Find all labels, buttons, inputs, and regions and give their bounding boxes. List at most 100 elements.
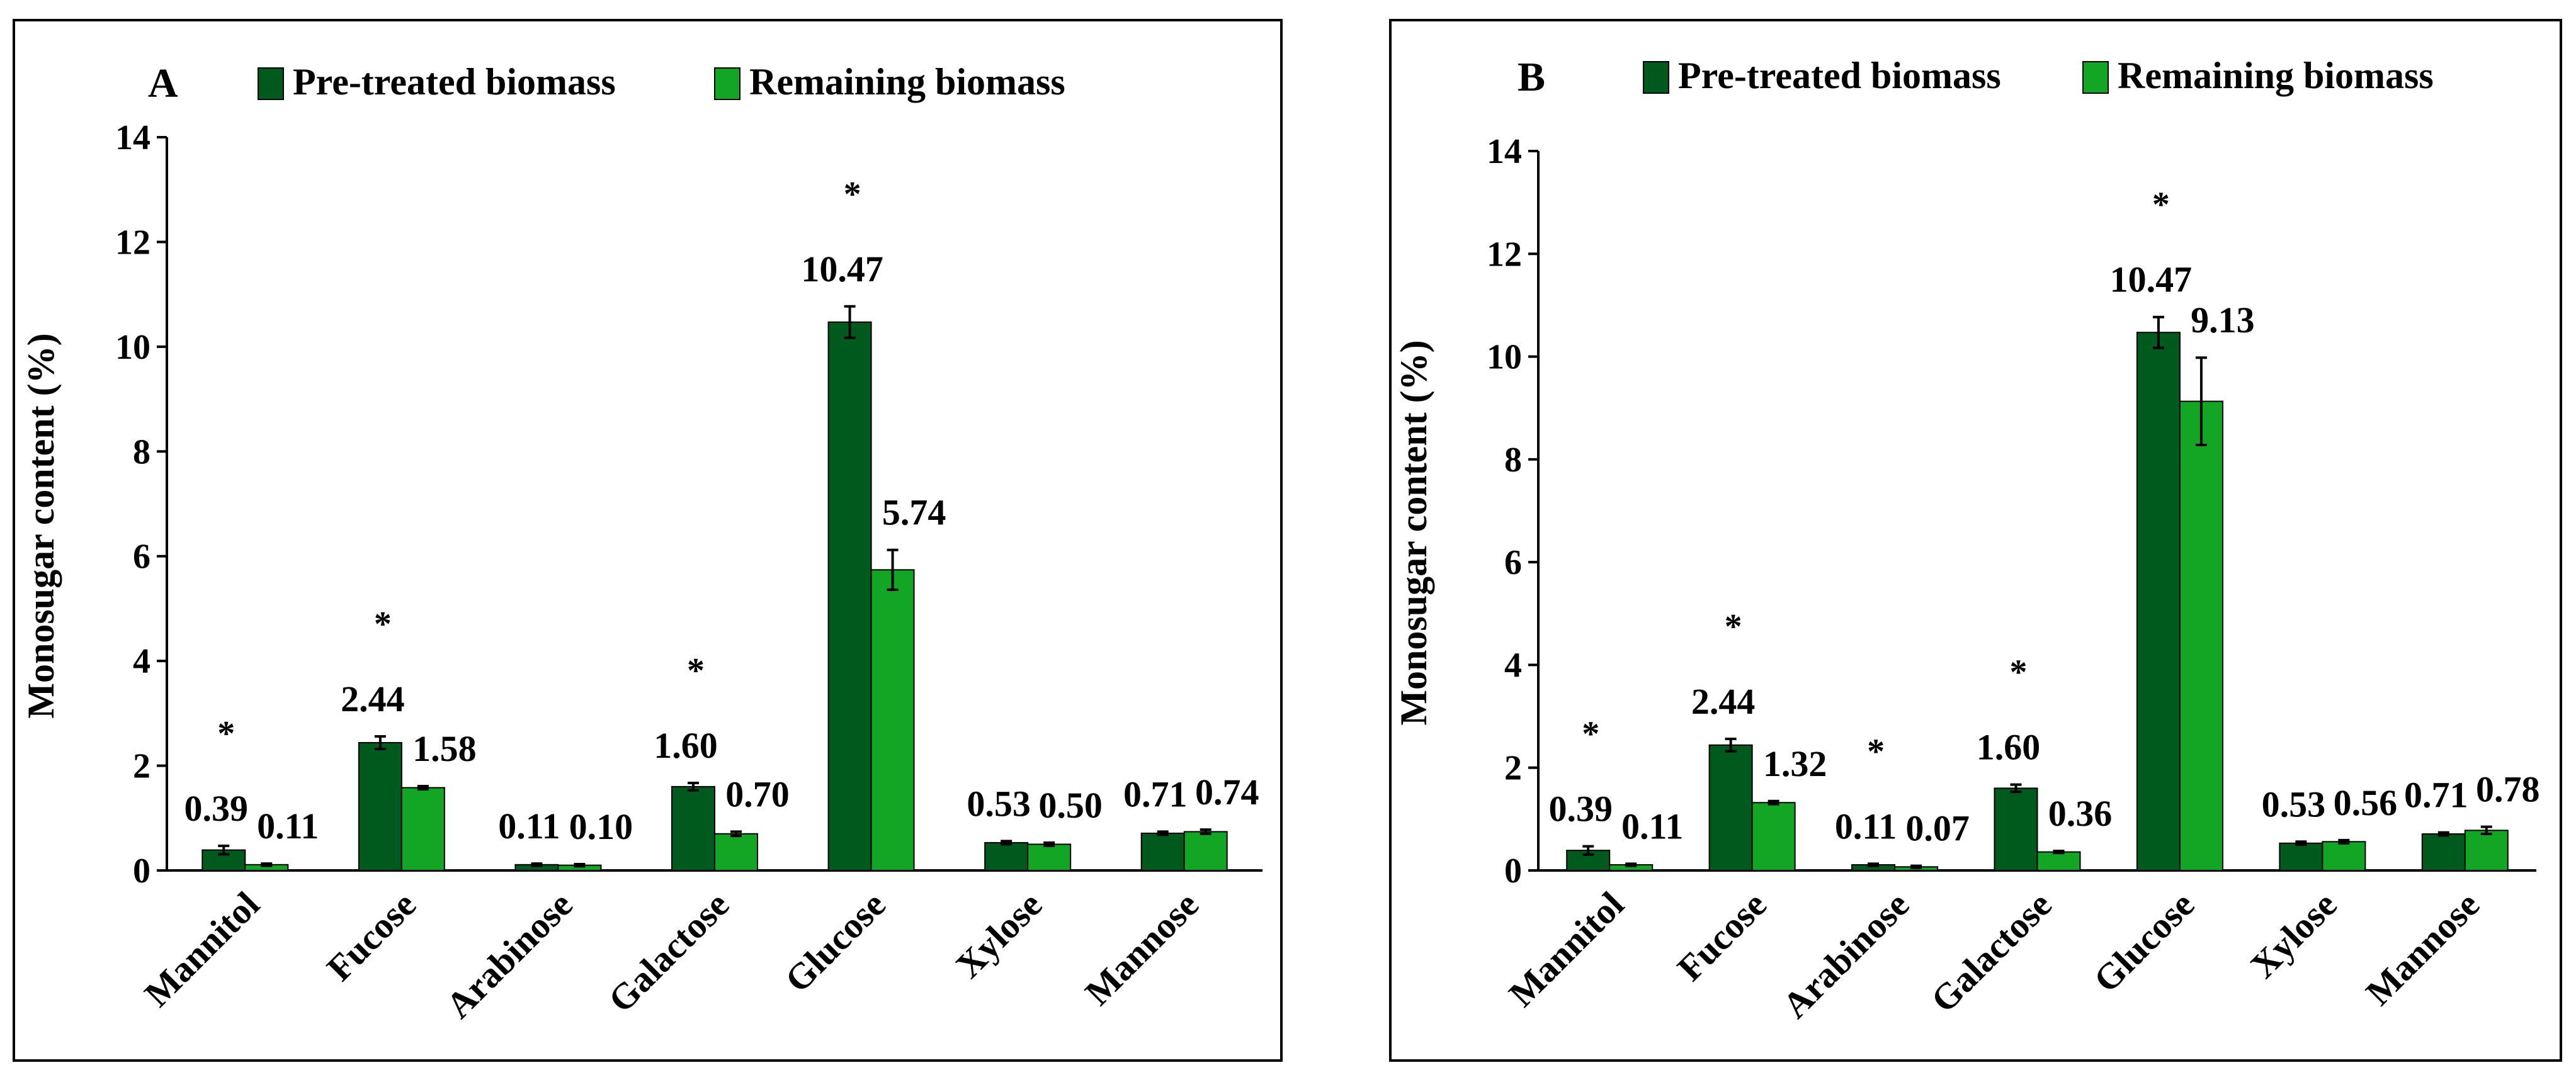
legend-label: Pre-treated biomass (293, 61, 616, 103)
y-tick-label: 0 (1504, 852, 1522, 891)
significance-marker: * (1725, 607, 1742, 646)
bar-pretreated-fucose (358, 741, 402, 872)
data-label: 0.78 (2476, 769, 2540, 810)
data-label: 0.39 (1548, 789, 1613, 830)
data-label: 0.11 (1835, 806, 1897, 847)
bar-pretreated-xylose (984, 842, 1029, 872)
category-group-mannitol: 0.39 0.11 * Mannitol (137, 714, 319, 1015)
data-label: 0.74 (1195, 772, 1259, 813)
data-label: 2.44 (341, 678, 405, 719)
data-label: 0.53 (967, 783, 1031, 824)
y-tick-label: 10 (1487, 338, 1522, 377)
significance-marker: * (217, 714, 235, 753)
data-label: 1.60 (654, 725, 718, 766)
data-label: 0.11 (498, 806, 560, 847)
data-label: 0.71 (1123, 774, 1188, 814)
significance-marker: * (2010, 653, 2028, 692)
data-label: 1.60 (1977, 727, 2041, 768)
data-label: 9.13 (2191, 300, 2255, 341)
y-tick-label: 12 (1487, 235, 1522, 274)
x-tick-label: Fucose (319, 884, 424, 989)
data-label: 0.36 (2048, 793, 2113, 834)
bar-remaining-galactose (714, 833, 758, 871)
significance-marker: * (1582, 715, 1599, 754)
data-label: 0.39 (184, 788, 249, 829)
chart-panel-a: 0 2 4 6 8 10 12 14 Monosugar content (%) A Pre-tre… (13, 19, 1283, 1062)
panel-label: B (1518, 54, 1545, 100)
y-tick-label: 2 (133, 747, 150, 786)
x-tick-label: Fucose (1669, 884, 1774, 989)
data-label: 1.32 (1763, 743, 1827, 784)
bar-pretreated-xylose (2279, 842, 2324, 871)
bar-remaining-xylose (1027, 843, 1072, 871)
y-tick-label: 8 (133, 432, 150, 471)
y-tick-label: 6 (1504, 543, 1522, 582)
y-tick-label: 14 (1487, 132, 1522, 171)
y-tick-label: 6 (133, 538, 150, 577)
y-tick-label: 14 (115, 118, 150, 157)
category-group-xylose: 0.53 0.56 Xylose (2242, 782, 2397, 986)
y-tick-label: 2 (1504, 749, 1522, 788)
category-group-glucose: 10.479.13 * Glucose (2085, 186, 2254, 1000)
data-label: 0.50 (1038, 785, 1103, 826)
y-tick-label: 8 (1504, 441, 1522, 480)
y-tick-label: 10 (115, 328, 150, 367)
legend-swatch (2082, 61, 2109, 94)
x-tick-label: Xylose (948, 884, 1050, 986)
data-label: 0.53 (2262, 784, 2326, 825)
legend-entry-remaining: Remaining biomass (2082, 55, 2434, 96)
x-tick-label: Galactose (1923, 884, 2060, 1020)
legend-entry-pretreated: Pre-treated biomass (1643, 55, 2001, 96)
x-tick-label: Mannose (1077, 884, 1206, 1013)
bar-pretreated-fucose (1708, 744, 1753, 871)
bar-remaining-mannose (1183, 831, 1228, 871)
bar-pretreated-mannose (2421, 833, 2466, 871)
bar-remaining-galactose (2036, 851, 2081, 871)
significance-marker: * (844, 175, 861, 214)
bar-remaining-glucose (2179, 400, 2223, 871)
panel-frame (13, 19, 1283, 1062)
data-label: 0.11 (1621, 806, 1683, 847)
category-group-xylose: 0.53 0.50 Xylose (948, 783, 1103, 986)
x-tick-label: Galactose (600, 884, 737, 1020)
x-tick-label: Glucose (2085, 884, 2202, 1000)
data-label: 1.58 (412, 728, 477, 769)
data-label: 0.71 (2404, 775, 2468, 816)
data-label: 0.07 (1905, 808, 1970, 849)
category-group-mannose: 0.71 0.74 Mannose (1077, 772, 1259, 1013)
data-label: 10.47 (801, 249, 883, 290)
category-group-fucose: 2.441.32 * Fucose (1669, 607, 1827, 989)
y-tick-label: 4 (133, 642, 150, 681)
bar-remaining-fucose (400, 787, 445, 872)
y-tick-label: 4 (1504, 646, 1522, 685)
category-group-glucose: 10.47 5.74 * Glucose (777, 175, 946, 1000)
bar-pretreated-glucose (2136, 332, 2181, 871)
legend-entry-remaining: Remaining biomass (714, 61, 1065, 103)
x-tick-label: Mannose (2358, 884, 2487, 1013)
y-tick-label: 0 (133, 852, 150, 891)
x-tick-label: Glucose (777, 884, 894, 1000)
y-axis-title: Monosugar content (%) (1393, 340, 1434, 725)
bar-pretreated-mannose (1140, 832, 1185, 871)
x-tick-label: Xylose (2242, 884, 2344, 986)
significance-marker: * (687, 651, 705, 690)
panel-label: A (148, 60, 178, 106)
data-label: 0.10 (569, 806, 633, 847)
x-tick-label: Arabinose (438, 884, 581, 1026)
data-label: 0.11 (257, 806, 319, 847)
bar-remaining-glucose (870, 569, 915, 871)
category-group-mannitol: 0.39 0.11 * Mannitol (1501, 715, 1684, 1015)
legend-label: Pre-treated biomass (1678, 55, 2001, 96)
significance-marker: * (1867, 732, 1885, 771)
y-tick-label: 12 (115, 223, 150, 262)
legend-label: Remaining biomass (749, 61, 1065, 103)
x-tick-label: Mannitol (1501, 884, 1632, 1015)
y-axis-title: Monosugar content (%) (20, 333, 62, 718)
legend-entry-pretreated: Pre-treated biomass (258, 61, 616, 103)
significance-marker: * (374, 605, 392, 644)
bar-pretreated-galactose (1994, 787, 2038, 872)
data-label: 0.70 (725, 774, 790, 814)
bar-remaining-xylose (2322, 841, 2366, 872)
data-label: 2.44 (1691, 681, 1756, 722)
legend-swatch (258, 67, 284, 100)
